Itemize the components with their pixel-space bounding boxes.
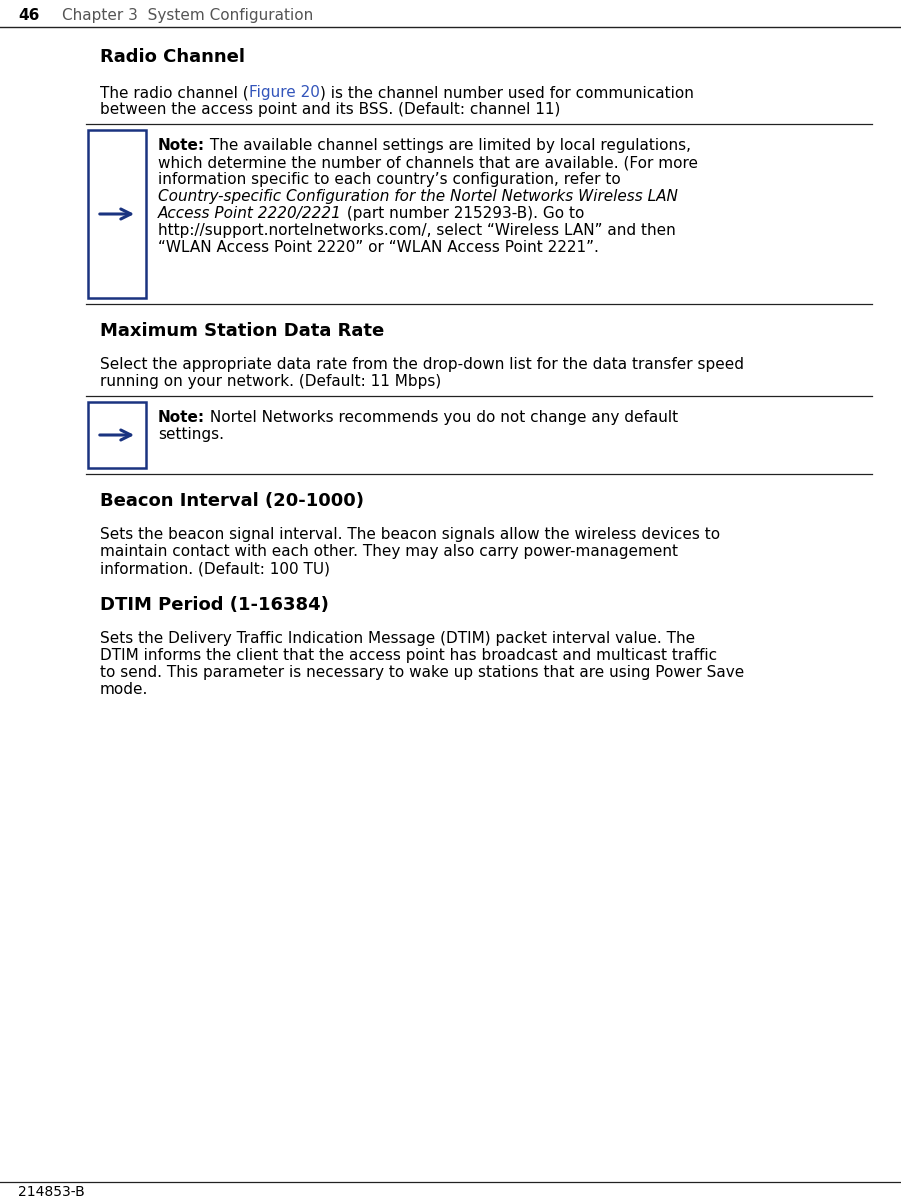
Text: Note:: Note: [158,411,205,425]
Text: maintain contact with each other. They may also carry power-management: maintain contact with each other. They m… [100,544,678,559]
Text: Access Point 2220/2221: Access Point 2220/2221 [158,206,341,222]
Text: Sets the Delivery Traffic Indication Message (DTIM) packet interval value. The: Sets the Delivery Traffic Indication Mes… [100,631,696,647]
Text: The available channel settings are limited by local regulations,: The available channel settings are limit… [205,138,691,153]
Bar [88,402,146,468]
Text: which determine the number of channels that are available. (For more: which determine the number of channels t… [158,155,698,170]
Text: Maximum Station Data Rate: Maximum Station Data Rate [100,321,384,340]
Text: Note:: Note: [158,138,205,153]
Text: to send. This parameter is necessary to wake up stations that are using Power Sa: to send. This parameter is necessary to … [100,665,744,680]
Text: Beacon Interval (20-1000): Beacon Interval (20-1000) [100,492,364,510]
Text: Country-specific Configuration for the Nortel Networks Wireless LAN: Country-specific Configuration for the N… [158,189,678,203]
Text: The radio channel (: The radio channel ( [100,85,249,100]
Text: Figure 20: Figure 20 [249,85,320,100]
Text: (part number 215293-B). Go to: (part number 215293-B). Go to [341,206,584,222]
Text: Nortel Networks recommends you do not change any default: Nortel Networks recommends you do not ch… [205,411,678,425]
Text: 214853-B: 214853-B [18,1185,85,1199]
Text: DTIM informs the client that the access point has broadcast and multicast traffi: DTIM informs the client that the access … [100,648,717,663]
Text: http://support.nortelnetworks.com/, select “Wireless LAN” and then: http://support.nortelnetworks.com/, sele… [158,223,676,238]
Text: Sets the beacon signal interval. The beacon signals allow the wireless devices t: Sets the beacon signal interval. The bea… [100,527,720,542]
Text: information specific to each country’s configuration, refer to: information specific to each country’s c… [158,172,621,187]
Text: Radio Channel: Radio Channel [100,48,245,66]
Text: Select the appropriate data rate from the drop-down list for the data transfer s: Select the appropriate data rate from th… [100,358,744,372]
Text: “WLAN Access Point 2220” or “WLAN Access Point 2221”.: “WLAN Access Point 2220” or “WLAN Access… [158,240,599,255]
Bar [88,130,146,299]
Text: DTIM Period (1-16384): DTIM Period (1-16384) [100,596,329,614]
Text: Chapter 3  System Configuration: Chapter 3 System Configuration [62,8,314,23]
Text: ) is the channel number used for communication: ) is the channel number used for communi… [320,85,694,100]
Text: running on your network. (Default: 11 Mbps): running on your network. (Default: 11 Mb… [100,374,441,389]
Text: 46: 46 [18,8,40,23]
Text: settings.: settings. [158,427,224,442]
Text: between the access point and its BSS. (Default: channel 11): between the access point and its BSS. (D… [100,102,560,117]
Text: information. (Default: 100 TU): information. (Default: 100 TU) [100,561,330,576]
Text: mode.: mode. [100,681,149,697]
